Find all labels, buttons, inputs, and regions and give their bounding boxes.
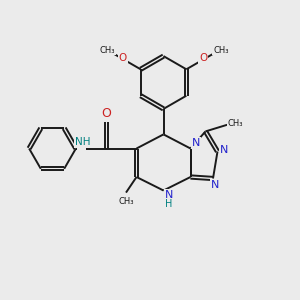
Text: CH₃: CH₃ bbox=[228, 119, 243, 128]
Text: O: O bbox=[118, 53, 127, 63]
Text: N: N bbox=[192, 138, 200, 148]
Text: CH₃: CH₃ bbox=[100, 46, 115, 55]
Text: NH: NH bbox=[75, 137, 90, 147]
Text: N: N bbox=[165, 190, 173, 200]
Text: N: N bbox=[220, 145, 228, 155]
Text: H: H bbox=[165, 199, 172, 209]
Text: CH₃: CH₃ bbox=[118, 196, 134, 206]
Text: O: O bbox=[199, 53, 207, 63]
Text: CH₃: CH₃ bbox=[213, 46, 229, 55]
Text: O: O bbox=[102, 107, 111, 120]
Text: N: N bbox=[211, 180, 220, 190]
